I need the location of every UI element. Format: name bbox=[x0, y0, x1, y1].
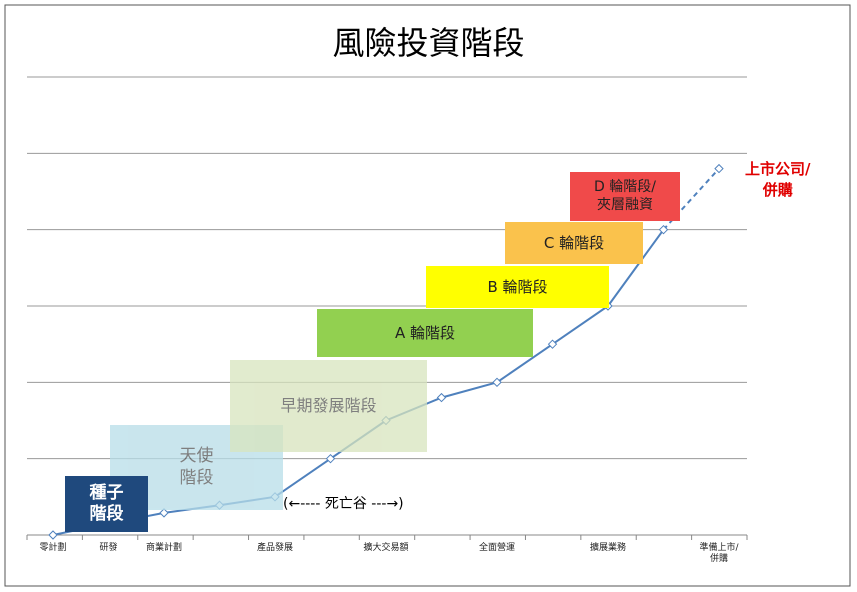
x-tick-label: 全面營運 bbox=[478, 543, 515, 553]
x-tick-label: 零計劃 bbox=[39, 543, 67, 553]
point bbox=[658, 224, 669, 235]
stage-box: D 輪階段/ 夾層融資 bbox=[570, 172, 680, 221]
stage-box: 種子 階段 bbox=[65, 476, 148, 532]
x-tick-label: 研發 bbox=[99, 543, 118, 553]
x-tick-label: 商業計劃 bbox=[145, 543, 182, 553]
point bbox=[714, 163, 724, 174]
stage-box: 早期發展階段 bbox=[230, 360, 427, 452]
stage-box: B 輪階段 bbox=[426, 266, 609, 308]
ipo-label: 上市公司/ 併購 bbox=[745, 160, 811, 199]
point bbox=[436, 392, 447, 403]
x-tick-label: 產品發展 bbox=[256, 543, 293, 553]
point bbox=[325, 453, 336, 464]
stage-box: A 輪階段 bbox=[317, 309, 533, 357]
stage-box: C 輪階段 bbox=[505, 222, 643, 264]
x-tick-label: 準備上市/ 併購 bbox=[699, 543, 739, 564]
point bbox=[48, 530, 58, 540]
point bbox=[492, 377, 502, 388]
death-valley-label: (←---- 死亡谷 ---→) bbox=[283, 496, 404, 512]
x-tick-label: 擴大交易額 bbox=[363, 543, 409, 553]
point bbox=[547, 339, 558, 349]
point bbox=[159, 508, 169, 518]
chart-title: 風險投資階段 bbox=[332, 24, 525, 62]
x-tick-label: 擴展業務 bbox=[589, 543, 626, 553]
